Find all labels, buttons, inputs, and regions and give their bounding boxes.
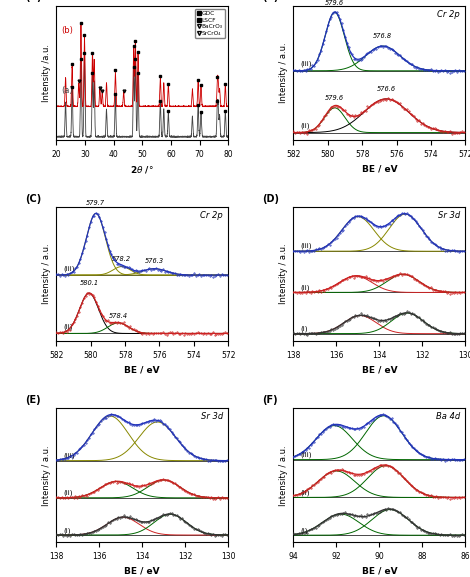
Text: (D): (D) bbox=[263, 194, 280, 204]
Text: (iii): (iii) bbox=[300, 452, 312, 458]
Text: (i): (i) bbox=[300, 527, 308, 534]
Y-axis label: Intensity / a.u.: Intensity / a.u. bbox=[279, 243, 288, 305]
Text: 579.6: 579.6 bbox=[325, 95, 345, 101]
Text: (iii): (iii) bbox=[300, 61, 312, 68]
Text: (A): (A) bbox=[25, 0, 42, 2]
Text: 580.1: 580.1 bbox=[79, 280, 99, 286]
Text: (ii): (ii) bbox=[300, 489, 310, 496]
Y-axis label: Intensity /a.u.: Intensity /a.u. bbox=[42, 44, 51, 102]
X-axis label: BE / eV: BE / eV bbox=[125, 365, 160, 374]
X-axis label: BE / eV: BE / eV bbox=[361, 567, 397, 576]
Text: (a): (a) bbox=[62, 86, 73, 95]
Text: (i): (i) bbox=[63, 527, 71, 534]
Text: (E): (E) bbox=[25, 395, 41, 405]
Text: (b): (b) bbox=[62, 25, 73, 35]
Text: (ii): (ii) bbox=[300, 123, 310, 129]
Text: (ii): (ii) bbox=[63, 490, 73, 496]
Text: Cr 2p: Cr 2p bbox=[200, 211, 223, 220]
X-axis label: BE / eV: BE / eV bbox=[361, 365, 397, 374]
Y-axis label: Intensity / a.u.: Intensity / a.u. bbox=[42, 243, 51, 305]
Text: (F): (F) bbox=[263, 395, 278, 405]
X-axis label: 2$\theta$ /$\degree$: 2$\theta$ /$\degree$ bbox=[130, 164, 154, 175]
X-axis label: BE / eV: BE / eV bbox=[125, 567, 160, 576]
Text: Sr 3d: Sr 3d bbox=[438, 211, 460, 220]
Text: 578.4: 578.4 bbox=[109, 313, 128, 319]
Text: 579.7: 579.7 bbox=[86, 200, 105, 206]
Text: 579.6: 579.6 bbox=[325, 0, 345, 6]
Text: 578.2: 578.2 bbox=[112, 256, 131, 263]
Y-axis label: Intensity / a.u.: Intensity / a.u. bbox=[42, 445, 51, 505]
Text: (C): (C) bbox=[25, 194, 42, 204]
Y-axis label: Intensity / a.u.: Intensity / a.u. bbox=[279, 43, 288, 103]
Text: (iii): (iii) bbox=[63, 265, 75, 272]
X-axis label: BE / eV: BE / eV bbox=[361, 164, 397, 173]
Text: (ii): (ii) bbox=[63, 324, 73, 330]
Text: (ii): (ii) bbox=[300, 284, 310, 291]
Text: 576.8: 576.8 bbox=[373, 33, 392, 39]
Y-axis label: Intensity / a.u.: Intensity / a.u. bbox=[279, 445, 288, 505]
Text: (iii): (iii) bbox=[300, 243, 312, 249]
Text: 576.3: 576.3 bbox=[145, 258, 164, 264]
Text: Sr 3d: Sr 3d bbox=[201, 412, 223, 421]
Text: (B): (B) bbox=[263, 0, 279, 2]
Text: 576.6: 576.6 bbox=[377, 86, 396, 92]
Text: Cr 2p: Cr 2p bbox=[438, 10, 460, 19]
Text: Ba 4d: Ba 4d bbox=[436, 412, 460, 421]
Text: (i): (i) bbox=[300, 325, 308, 332]
Text: (iii): (iii) bbox=[63, 453, 75, 459]
Legend: GDC, LSCF, BaCrO₃, SrCrO₄: GDC, LSCF, BaCrO₃, SrCrO₄ bbox=[195, 9, 225, 38]
